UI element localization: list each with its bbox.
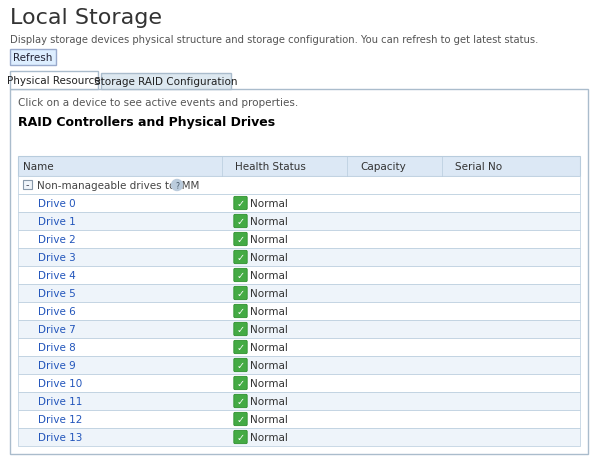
Bar xyxy=(18,195,580,213)
Bar xyxy=(10,90,588,454)
Bar xyxy=(18,266,580,285)
Text: Local Storage: Local Storage xyxy=(10,8,162,28)
Text: Capacity: Capacity xyxy=(360,162,406,172)
Text: Drive 13: Drive 13 xyxy=(38,432,82,442)
Text: ✓: ✓ xyxy=(236,397,245,406)
Text: Click on a device to see active events and properties.: Click on a device to see active events a… xyxy=(18,98,298,108)
Text: ✓: ✓ xyxy=(236,217,245,227)
Text: Drive 5: Drive 5 xyxy=(38,288,76,298)
Text: Normal: Normal xyxy=(250,378,288,388)
FancyBboxPatch shape xyxy=(234,287,247,300)
Text: ✓: ✓ xyxy=(236,379,245,388)
FancyBboxPatch shape xyxy=(234,412,247,426)
Text: Serial No: Serial No xyxy=(455,162,502,172)
Text: Name: Name xyxy=(23,162,53,172)
Text: Normal: Normal xyxy=(250,360,288,370)
Bar xyxy=(10,50,56,66)
Bar xyxy=(101,74,231,90)
Text: ✓: ✓ xyxy=(236,342,245,353)
Text: Drive 8: Drive 8 xyxy=(38,342,76,352)
Text: ✓: ✓ xyxy=(236,325,245,335)
FancyBboxPatch shape xyxy=(234,358,247,372)
Bar xyxy=(18,338,580,356)
Bar xyxy=(18,428,580,446)
Text: ?: ? xyxy=(175,181,179,190)
Text: Drive 9: Drive 9 xyxy=(38,360,76,370)
Text: ✓: ✓ xyxy=(236,271,245,281)
Text: ✓: ✓ xyxy=(236,253,245,263)
FancyBboxPatch shape xyxy=(234,269,247,282)
FancyBboxPatch shape xyxy=(234,305,247,318)
FancyBboxPatch shape xyxy=(234,341,247,354)
Bar xyxy=(18,302,580,320)
Bar xyxy=(10,72,98,90)
Text: ✓: ✓ xyxy=(236,414,245,425)
Text: Normal: Normal xyxy=(250,288,288,298)
Text: ✓: ✓ xyxy=(236,289,245,299)
Text: Drive 0: Drive 0 xyxy=(38,199,76,208)
Text: Drive 12: Drive 12 xyxy=(38,414,82,424)
Text: Drive 1: Drive 1 xyxy=(38,217,76,226)
Text: Drive 11: Drive 11 xyxy=(38,396,82,406)
Bar xyxy=(23,180,32,190)
Text: Normal: Normal xyxy=(250,325,288,334)
FancyBboxPatch shape xyxy=(234,376,247,390)
Text: Normal: Normal xyxy=(250,342,288,352)
Bar xyxy=(18,374,580,392)
Text: Drive 4: Drive 4 xyxy=(38,270,76,280)
FancyBboxPatch shape xyxy=(234,394,247,408)
Text: Health Status: Health Status xyxy=(235,162,306,172)
Bar xyxy=(18,248,580,266)
Text: RAID Controllers and Physical Drives: RAID Controllers and Physical Drives xyxy=(18,116,275,129)
Text: Normal: Normal xyxy=(250,270,288,280)
Text: Normal: Normal xyxy=(250,252,288,263)
Text: Drive 6: Drive 6 xyxy=(38,306,76,316)
Text: ✓: ✓ xyxy=(236,360,245,370)
Text: Refresh: Refresh xyxy=(13,53,53,63)
Text: Normal: Normal xyxy=(250,396,288,406)
Bar xyxy=(18,157,580,177)
FancyBboxPatch shape xyxy=(234,197,247,210)
Bar xyxy=(18,230,580,248)
FancyBboxPatch shape xyxy=(234,233,247,246)
Circle shape xyxy=(172,180,182,191)
Text: Storage RAID Configuration: Storage RAID Configuration xyxy=(94,77,238,87)
FancyBboxPatch shape xyxy=(234,323,247,336)
Text: Physical Resource: Physical Resource xyxy=(7,76,101,86)
Text: Drive 2: Drive 2 xyxy=(38,235,76,245)
Text: ✓: ✓ xyxy=(236,432,245,442)
Bar xyxy=(18,177,580,195)
Text: Normal: Normal xyxy=(250,217,288,226)
Text: Normal: Normal xyxy=(250,432,288,442)
Text: Drive 7: Drive 7 xyxy=(38,325,76,334)
FancyBboxPatch shape xyxy=(234,215,247,228)
Text: Normal: Normal xyxy=(250,414,288,424)
Bar xyxy=(18,285,580,302)
Text: Drive 10: Drive 10 xyxy=(38,378,82,388)
Bar xyxy=(18,392,580,410)
Text: ✓: ✓ xyxy=(236,307,245,317)
FancyBboxPatch shape xyxy=(234,251,247,264)
Text: Normal: Normal xyxy=(250,306,288,316)
Text: Normal: Normal xyxy=(250,235,288,245)
Bar xyxy=(18,320,580,338)
Text: Display storage devices physical structure and storage configuration. You can re: Display storage devices physical structu… xyxy=(10,35,538,45)
Text: ✓: ✓ xyxy=(236,235,245,245)
Bar xyxy=(18,356,580,374)
Bar xyxy=(18,213,580,230)
FancyBboxPatch shape xyxy=(234,431,247,444)
Text: ✓: ✓ xyxy=(236,199,245,209)
Text: Non-manageable drives to IMM: Non-manageable drives to IMM xyxy=(37,180,199,190)
Text: Drive 3: Drive 3 xyxy=(38,252,76,263)
Text: -: - xyxy=(26,180,29,190)
Bar xyxy=(18,410,580,428)
Text: Normal: Normal xyxy=(250,199,288,208)
